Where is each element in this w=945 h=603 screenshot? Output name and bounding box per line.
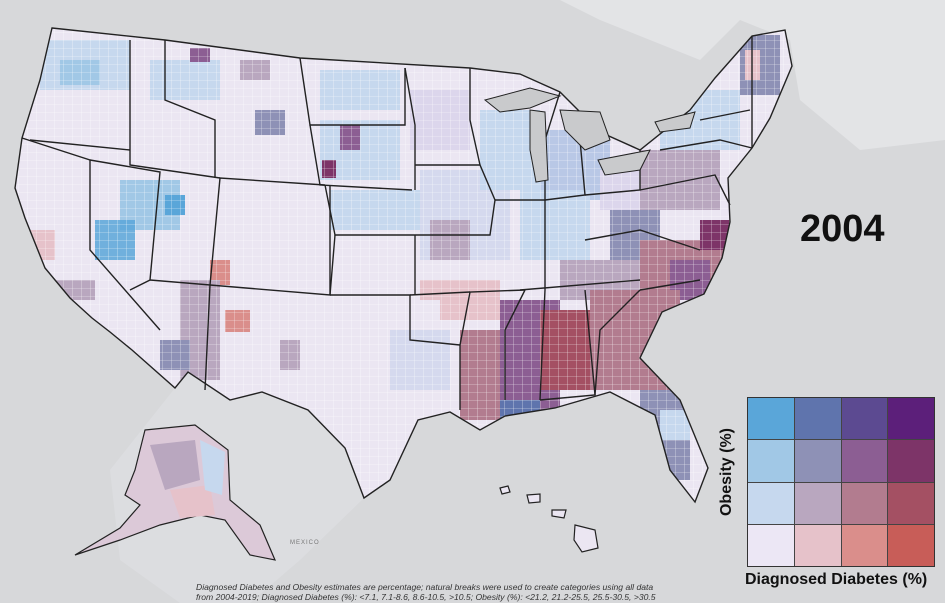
alaska (74, 424, 277, 561)
hawaii (499, 485, 599, 553)
legend-swatch-r1-c3 (888, 440, 934, 482)
legend-grid (747, 397, 935, 567)
legend-swatch-r3-c2 (841, 524, 888, 566)
legend-swatch-r2-c2 (841, 482, 888, 524)
canada-land (560, 0, 945, 150)
legend-swatch-r3-c3 (888, 524, 934, 566)
footnote-line-1: Diagnosed Diabetes and Obesity estimates… (196, 582, 654, 592)
obesity-axis-label: Obesity (%) (718, 427, 736, 517)
year-label: 2004 (800, 208, 885, 250)
mexico-label: MEXICO (290, 540, 320, 546)
legend-swatch-r3-c1 (794, 524, 841, 566)
legend-swatch-r0-c1 (794, 398, 841, 440)
footnote-line-2: from 2004-2019; Diagnosed Diabetes (%): … (196, 592, 656, 602)
footnote: Diagnosed Diabetes and Obesity estimates… (196, 582, 736, 602)
legend-swatch-r1-c2 (841, 440, 888, 482)
legend-swatch-r0-c3 (888, 398, 934, 440)
legend-swatch-r0-c2 (841, 398, 888, 440)
legend-swatch-r2-c3 (888, 482, 934, 524)
legend-swatch-r2-c0 (748, 482, 794, 524)
legend-swatch-r2-c1 (794, 482, 841, 524)
bivariate-legend (745, 395, 935, 569)
legend-swatch-r1-c0 (748, 440, 794, 482)
great-lakes (483, 87, 696, 183)
legend-swatch-r3-c0 (748, 524, 794, 566)
legend-swatch-r0-c0 (748, 398, 794, 440)
diabetes-axis-label: Diagnosed Diabetes (%) (745, 571, 928, 588)
legend-swatch-r1-c1 (794, 440, 841, 482)
legend-y-axis-title: Obesity (%) (707, 417, 747, 527)
